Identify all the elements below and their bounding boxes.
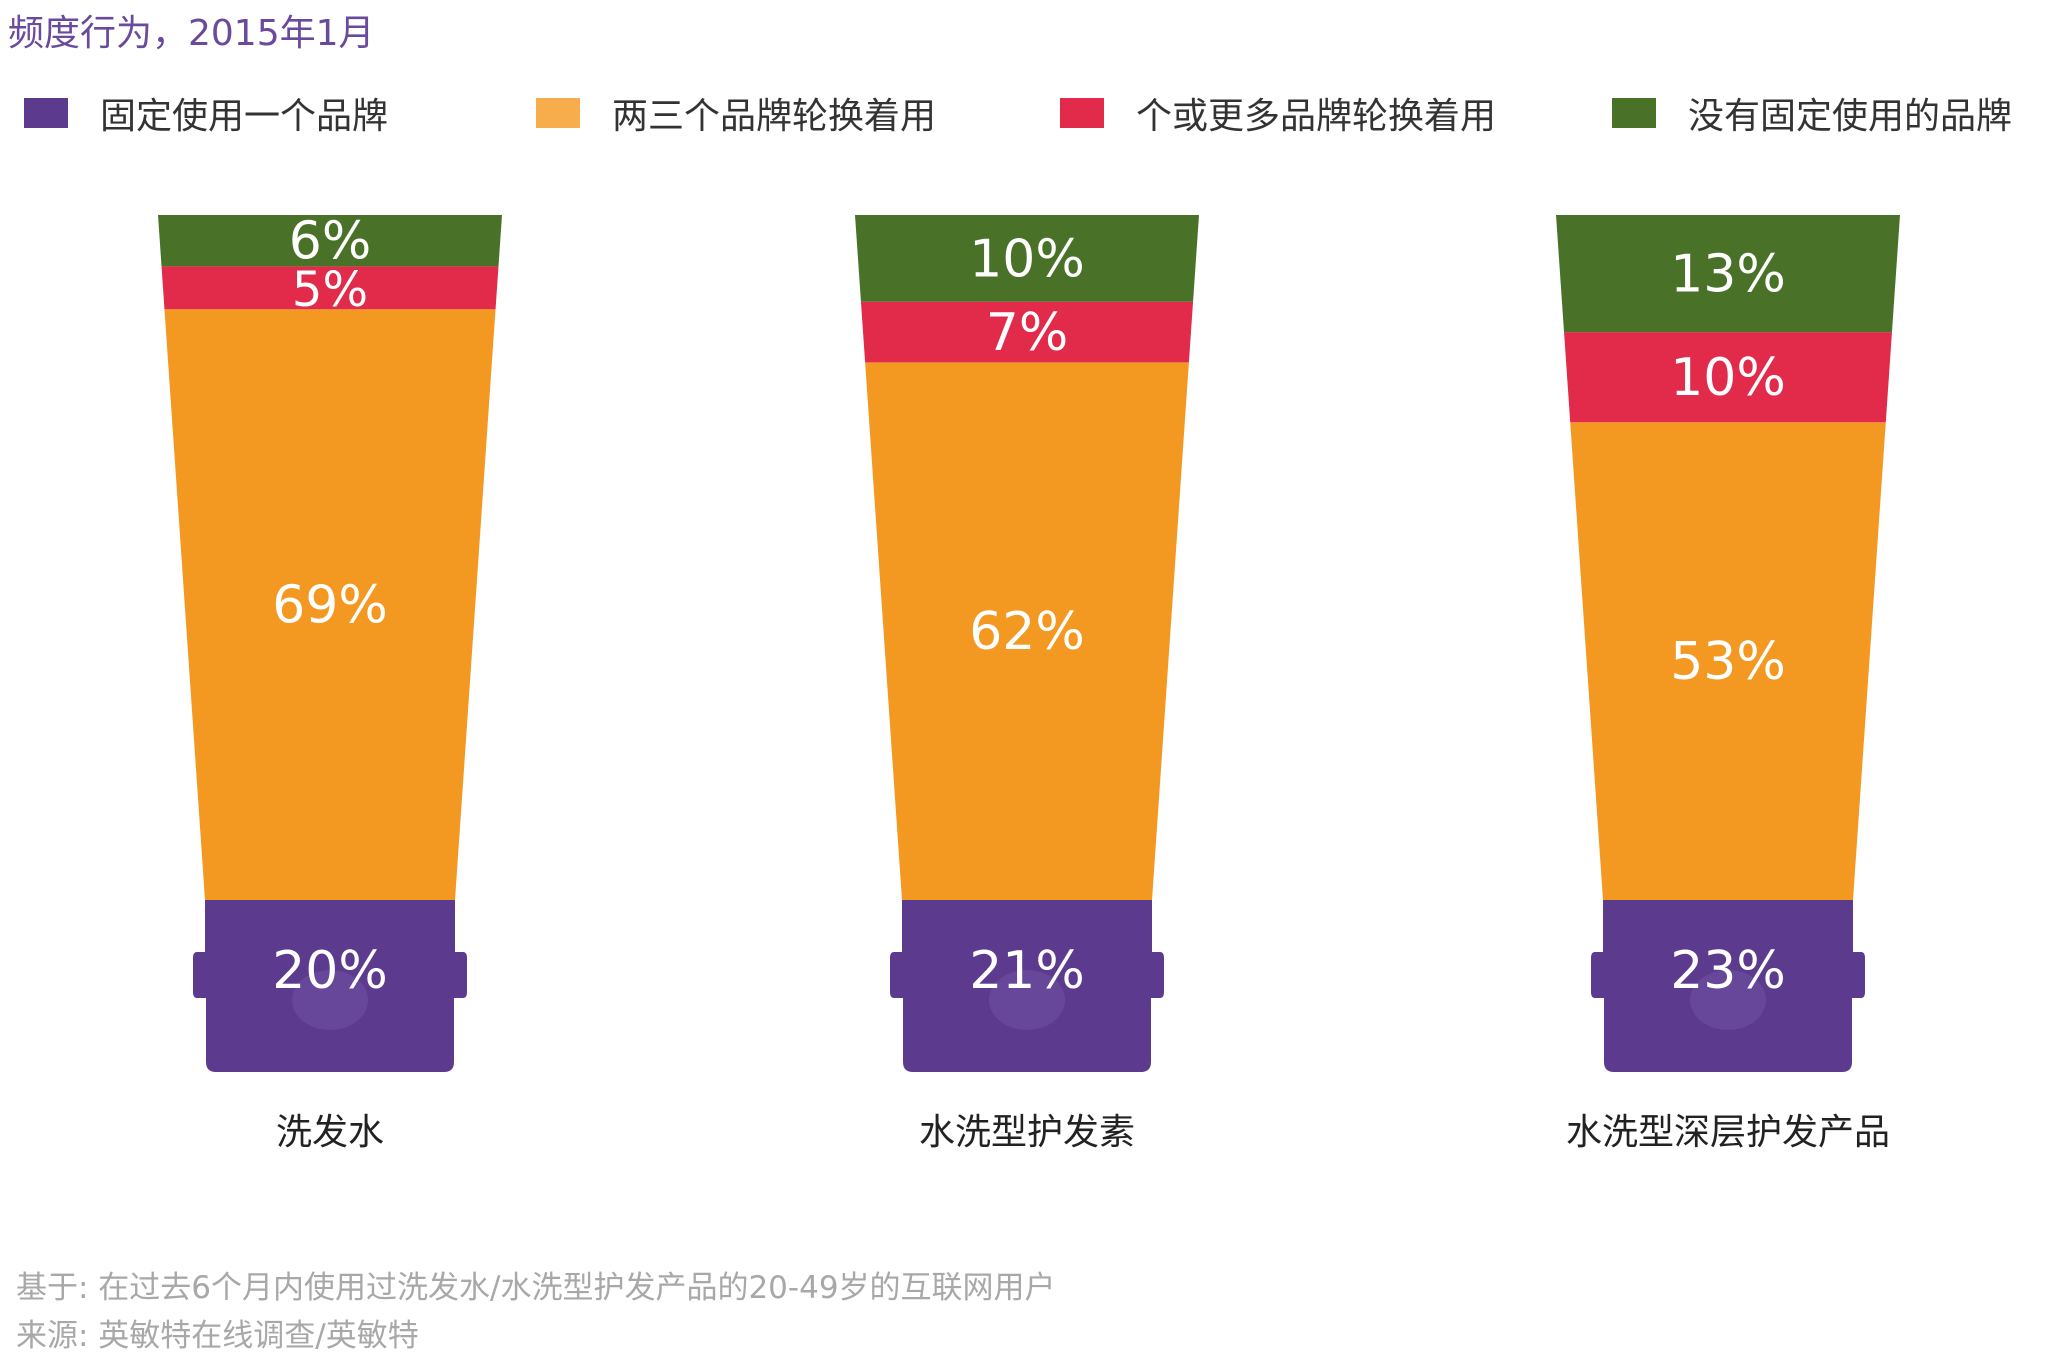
data-label: 10% — [969, 229, 1085, 289]
data-label: 53% — [1670, 632, 1786, 692]
bar-segment-orange — [164, 309, 496, 900]
legend-label-more-brands: 个或更多品牌轮换着用 — [1136, 96, 1497, 137]
cap-highlight — [1690, 970, 1766, 1030]
legend-label-single-brand: 固定使用一个品牌 — [100, 96, 389, 137]
bar-segment-orange — [865, 362, 1189, 901]
bar-segment-green — [855, 215, 1199, 302]
data-label: 10% — [1670, 348, 1786, 408]
bar-segment-red — [161, 266, 499, 310]
legend-item-more-brands: 个或更多品牌轮换着用 — [1060, 88, 1496, 138]
chart-title: 频度行为，2015年1月 — [8, 13, 375, 54]
data-label: 5% — [292, 262, 368, 318]
bar-group: 53% 10% 13% 23% 水洗型深层护发产品 — [1556, 215, 1900, 1153]
legend-item-two-three-brands: 两三个品牌轮换着用 — [536, 88, 936, 138]
legend-item-no-fixed-brand: 没有固定使用的品牌 — [1612, 88, 2012, 138]
cap-highlight — [989, 970, 1065, 1030]
stacked-tube-chart: 69% 5%6% 20% 洗发水 62% 7% 10% 21% 水洗型护发素 53% 10% 13% 2… — [158, 212, 1900, 1153]
category-label: 水洗型深层护发产品 — [1566, 1112, 1890, 1153]
data-label: 20% — [272, 941, 388, 1001]
category-label: 水洗型护发素 — [919, 1112, 1135, 1153]
legend-label-no-fixed-brand: 没有固定使用的品牌 — [1688, 96, 2013, 137]
legend: 固定使用一个品牌 两三个品牌轮换着用 个或更多品牌轮换着用 没有固定使用的品牌 — [24, 88, 2034, 138]
cap-highlight — [292, 970, 368, 1030]
bar-segment-green — [158, 215, 502, 267]
bar-segment-orange — [1570, 422, 1886, 900]
footnote-source: 来源: 英敏特在线调查/英敏特 — [16, 1318, 419, 1354]
footnote-base: 基于: 在过去6个月内使用过洗发水/水洗型护发产品的20-49岁的互联网用户 — [16, 1270, 1056, 1306]
bar-segment-red — [860, 301, 1194, 363]
bar-segment-red — [1564, 332, 1892, 423]
bar-segment-green — [1556, 215, 1900, 333]
data-label: 23% — [1670, 941, 1786, 1001]
legend-swatch-single-brand — [24, 98, 68, 128]
bar-group: 69% 5%6% 20% 洗发水 — [158, 212, 502, 1153]
legend-swatch-no-fixed-brand — [1612, 98, 1656, 128]
legend-swatch-two-three-brands — [536, 98, 580, 128]
data-label: 62% — [969, 602, 1085, 662]
data-label: 69% — [272, 576, 388, 636]
data-label: 21% — [969, 941, 1085, 1001]
data-label: 7% — [986, 303, 1069, 363]
category-label: 洗发水 — [276, 1112, 384, 1153]
legend-swatch-more-brands — [1060, 98, 1104, 128]
data-label: 13% — [1670, 245, 1786, 305]
legend-item-single-brand: 固定使用一个品牌 — [24, 88, 388, 138]
legend-label-two-three-brands: 两三个品牌轮换着用 — [612, 96, 937, 137]
bar-group: 62% 7% 10% 21% 水洗型护发素 — [855, 215, 1199, 1153]
data-label: 6% — [289, 212, 372, 272]
